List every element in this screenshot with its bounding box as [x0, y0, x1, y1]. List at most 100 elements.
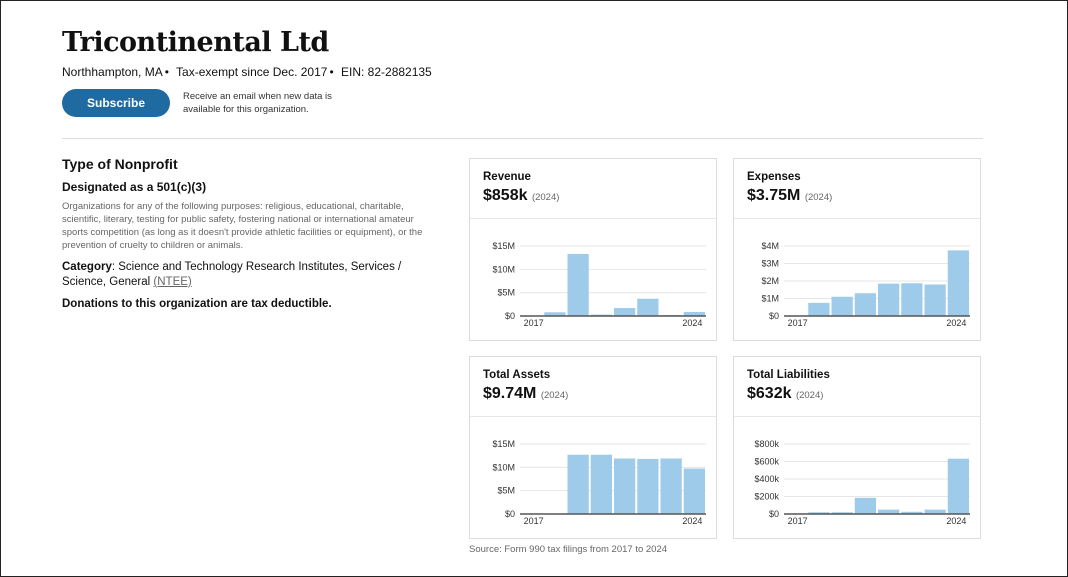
bar [683, 311, 705, 316]
org-meta: Northhampton, MA • Tax-exempt since Dec. … [62, 65, 432, 79]
expenses-card: Expenses $3.75M (2024) $0 $1M $2M $3M $4M 201… [733, 158, 981, 341]
card-divider [470, 416, 716, 417]
revenue-chart: $0 $5M $10M $15M 2017 2024 [492, 241, 706, 328]
category-value: : Science and Technology Research Instit… [62, 261, 402, 288]
org-header: Tricontinental Ltd Northhampton, MA • Tax… [62, 25, 432, 117]
bar [854, 497, 876, 514]
org-title: Tricontinental Ltd [62, 27, 329, 58]
card-divider [734, 416, 980, 417]
y-tick-label: $600k [754, 457, 779, 467]
card-value: $9.74M (2024) [483, 385, 568, 403]
card-headline: $632k [747, 385, 792, 402]
meta-separator: • [164, 65, 169, 79]
x-tick-label: 2017 [524, 516, 544, 526]
meta-separator: • [329, 65, 334, 79]
x-tick-label: 2024 [946, 318, 966, 328]
bar [924, 509, 946, 514]
card-title: Total Assets [483, 369, 551, 381]
x-tick-label: 2024 [682, 516, 702, 526]
expenses-chart: $0 $1M $2M $3M $4M 2017 2024 [761, 241, 970, 328]
total-assets-chart: $0 $5M $10M $15M 2017 2024 [492, 439, 706, 526]
card-title: Revenue [483, 171, 531, 183]
card-year: (2024) [531, 192, 560, 203]
tax-deductible-note: Donations to this organization are tax d… [62, 298, 332, 310]
y-tick-label: $5M [497, 486, 515, 496]
source-note: Source: Form 990 tax filings from 2017 t… [469, 544, 668, 555]
y-tick-label: $4M [761, 241, 779, 251]
revenue-card: Revenue $858k (2024) $0 $5M $10M $15M 2017 20… [469, 158, 717, 341]
bar [901, 511, 923, 514]
category-label: Category [62, 261, 112, 273]
total-assets-card: Total Assets $9.74M (2024) $0 $5M $10M $15M… [469, 356, 717, 539]
bar [567, 253, 589, 316]
bar [660, 458, 682, 514]
org-tax-exempt: Tax-exempt since Dec. 2017 [176, 65, 328, 79]
card-divider [470, 218, 716, 219]
bar [808, 512, 830, 514]
bar [614, 308, 636, 316]
subscribe-button[interactable]: Subscribe [62, 89, 170, 117]
card-value: $632k (2024) [747, 385, 823, 403]
bar [567, 454, 589, 514]
bar [683, 468, 705, 514]
bar [924, 284, 946, 316]
bar [614, 458, 636, 514]
designation: Designated as a 501(c)(3) [62, 180, 207, 194]
bar [544, 312, 566, 316]
total-liabilities-chart: $0 $200k $400k $600k $800k 2017 2024 [754, 439, 970, 526]
header-divider [62, 138, 983, 139]
purposes-text: Organizations for any of the following p… [62, 201, 423, 251]
bar [637, 458, 659, 514]
card-headline: $9.74M [483, 385, 537, 402]
x-tick-label: 2017 [788, 318, 808, 328]
y-tick-label: $0 [505, 311, 515, 321]
bar [901, 283, 923, 316]
x-tick-label: 2024 [946, 516, 966, 526]
y-tick-label: $10M [492, 462, 515, 472]
bar [831, 296, 853, 316]
org-ein: EIN: 82-2882135 [341, 65, 432, 79]
subscribe-row: Subscribe Receive an email when new data… [62, 89, 432, 117]
card-headline: $858k [483, 187, 528, 204]
y-tick-label: $1M [761, 294, 779, 304]
y-tick-label: $3M [761, 259, 779, 269]
y-tick-label: $5M [497, 288, 515, 298]
y-tick-label: $15M [492, 241, 515, 251]
bar [947, 250, 969, 316]
card-title: Expenses [747, 171, 801, 183]
bar [878, 283, 900, 316]
bar [637, 298, 659, 316]
card-value: $3.75M (2024) [747, 187, 832, 205]
card-year: (2024) [540, 390, 569, 401]
y-tick-label: $0 [769, 509, 779, 519]
nonprofit-heading: Type of Nonprofit [62, 156, 178, 172]
x-tick-label: 2017 [788, 516, 808, 526]
total-liabilities-card: Total Liabilities $632k (2024) $0 $200k $4… [733, 356, 981, 539]
x-tick-label: 2017 [524, 318, 544, 328]
y-tick-label: $15M [492, 439, 515, 449]
y-tick-label: $200k [754, 492, 779, 502]
y-tick-label: $10M [492, 264, 515, 274]
y-tick-label: $2M [761, 276, 779, 286]
subscribe-note: Receive an email when new data is availa… [183, 91, 332, 115]
category: Category: Science and Technology Researc… [62, 260, 442, 290]
x-tick-label: 2024 [682, 318, 702, 328]
y-tick-label: $800k [754, 439, 779, 449]
ntee-link[interactable]: (NTEE) [153, 276, 192, 288]
bar [808, 302, 830, 316]
card-year: (2024) [795, 390, 824, 401]
y-tick-label: $0 [505, 509, 515, 519]
bar [854, 293, 876, 316]
bar [878, 509, 900, 514]
card-headline: $3.75M [747, 187, 801, 204]
card-title: Total Liabilities [747, 369, 830, 381]
y-tick-label: $0 [769, 311, 779, 321]
org-location: Northhampton, MA [62, 65, 163, 79]
nonprofit-type-section: Type of Nonprofit Designated as a 501(c)… [62, 156, 442, 310]
bar [831, 512, 853, 514]
card-divider [734, 218, 980, 219]
y-tick-label: $400k [754, 474, 779, 484]
card-year: (2024) [804, 192, 833, 203]
bar [590, 454, 612, 514]
card-value: $858k (2024) [483, 187, 559, 205]
